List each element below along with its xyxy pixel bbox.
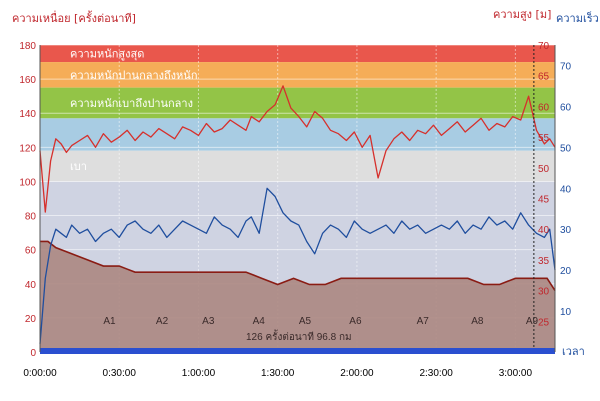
speed-tick-4: 50 — [560, 143, 572, 154]
altitude-tick-5: 50 — [538, 164, 550, 175]
time-axis-title: เวลา — [562, 345, 585, 358]
zone-band-4 — [40, 150, 555, 182]
altitude-area — [40, 241, 555, 352]
altitude-line — [40, 240, 556, 292]
zone-label-4: เบา — [70, 160, 87, 173]
x-tick-3: 1:30:00 — [261, 368, 295, 379]
lap-label-A5: A5 — [299, 316, 312, 327]
speed-line — [39, 187, 556, 344]
lap-label-A6: A6 — [349, 316, 362, 327]
speed-tick-5: 60 — [560, 102, 572, 113]
speed-series — [39, 187, 556, 344]
speed-tick-1: 20 — [560, 266, 572, 277]
left-axis-title: ความเหนื่อย [ครั้งต่อนาที] — [12, 10, 136, 25]
x-tick-2: 1:00:00 — [182, 368, 216, 379]
summary-label: 126 ครั้งต่อนาที 96.8 กม — [246, 329, 352, 343]
lap-label-A3: A3 — [202, 316, 215, 327]
time-axis-bar — [40, 348, 555, 354]
altitude-tick-8: 65 — [538, 72, 550, 83]
hr-tick-5: 100 — [19, 177, 36, 188]
zone-label-1: ความหนักปานกลางถึงหนัก — [70, 69, 197, 82]
x-tick-1: 0:30:00 — [103, 368, 137, 379]
altitude-tick-9: 70 — [538, 41, 550, 52]
zone-label-0: ความหนักสูงสุด — [70, 48, 144, 61]
x-tick-6: 3:00:00 — [499, 368, 533, 379]
lap-label-A7: A7 — [417, 316, 430, 327]
credit-text: [941x598] https://upic.me/ — [425, 386, 598, 399]
speed-tick-6: 70 — [560, 61, 572, 72]
zone-label-2: ความหนักเบาถึงปานกลาง — [70, 97, 193, 110]
altitude-tick-3: 40 — [538, 225, 550, 236]
hr-tick-8: 160 — [19, 75, 36, 86]
altitude-tick-0: 25 — [538, 317, 550, 328]
x-tick-4: 2:00:00 — [340, 368, 374, 379]
speed-tick-3: 40 — [560, 184, 572, 195]
lap-markers: A1 A2 A3 A4 A5 A6 A7 A8 A9 — [103, 45, 539, 352]
x-tick-5: 2:30:00 — [419, 368, 453, 379]
lap-label-A2: A2 — [156, 316, 169, 327]
x-tick-0: 0:00:00 — [23, 368, 57, 379]
hr-tick-4: 80 — [25, 212, 37, 223]
axes: 0 20 40 60 80 100 120 140 160 180 25 30 35 40 45 50 55 60… — [19, 41, 571, 379]
hr-tick-9: 180 — [19, 41, 36, 52]
altitude-series — [40, 240, 556, 352]
hr-tick-0: 0 — [30, 348, 36, 359]
speed-axis-title: ความเร็ว — [556, 11, 599, 25]
hr-tick-3: 60 — [25, 246, 37, 257]
heart-rate-series — [39, 85, 556, 213]
altitude-axis-title: ความสูง [ม] — [493, 8, 551, 21]
lap-label-A9: A9 — [526, 316, 539, 327]
speed-tick-0: 10 — [560, 307, 572, 318]
hr-tick-7: 140 — [19, 109, 36, 120]
zone-band-3 — [40, 118, 555, 151]
lap-label-A1: A1 — [103, 316, 116, 327]
altitude-tick-4: 45 — [538, 195, 550, 206]
altitude-tick-2: 35 — [538, 256, 550, 267]
lap-label-A8: A8 — [471, 316, 484, 327]
zone-band-1 — [40, 62, 555, 88]
hr-tick-1: 20 — [25, 314, 37, 325]
heart_rate-line — [39, 85, 556, 213]
hr-tick-2: 40 — [25, 280, 37, 291]
hr-tick-6: 120 — [19, 143, 36, 154]
speed-tick-2: 30 — [560, 225, 572, 236]
zone-band-0 — [40, 45, 555, 63]
altitude-tick-6: 55 — [538, 133, 550, 144]
altitude-tick-1: 30 — [538, 287, 550, 298]
altitude-tick-7: 60 — [538, 102, 550, 113]
lap-label-A4: A4 — [253, 316, 266, 327]
